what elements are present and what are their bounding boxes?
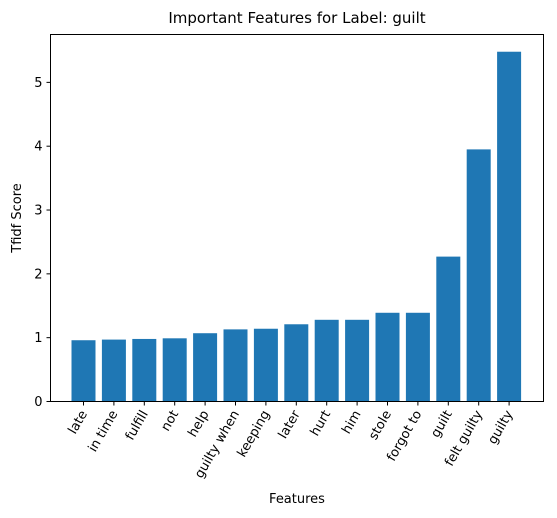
y-tick-label: 0 [34,395,42,410]
x-tick-label: later [276,407,304,441]
bar-in-time [101,339,126,402]
y-axis-label: Tfidf Score [10,183,25,254]
x-tick-label: late [66,408,91,437]
bar-hurt [314,319,339,402]
plot-frame [50,34,544,402]
bar-not [162,338,187,402]
x-tick-label: not [159,408,183,434]
x-tick-label: help [186,408,213,440]
chart-title: Important Features for Label: guilt [168,9,425,27]
bar-fulfill [132,338,157,402]
x-tick-label: stole [366,408,395,443]
bar-guilty [497,51,522,402]
x-tick-label: guilt [428,408,455,440]
y-tick-label: 2 [34,267,42,282]
bar-felt-guilty [466,149,491,402]
x-tick-label: fulfill [123,408,152,443]
bar-later [284,324,309,402]
bar-guilty-when [223,329,248,402]
x-tick-label: hurt [308,408,334,439]
bars-group [71,51,522,402]
x-axis-label: Features [269,492,325,507]
bar-stole [375,312,400,402]
x-tick-label: in time [86,408,122,455]
y-tick-label: 4 [34,140,42,155]
bar-forgot-to [405,312,430,402]
y-axis-ticks: 0 1 2 3 4 5 [34,76,51,410]
bar-help [193,333,218,402]
bar-guilt [436,256,461,402]
y-tick-label: 5 [34,76,42,91]
y-tick-label: 1 [34,331,42,346]
bar-him [345,319,370,402]
x-tick-label: guilty [485,408,516,447]
bar-keeping [253,328,278,402]
bar-late [71,340,96,402]
y-tick-label: 3 [34,204,42,219]
x-tick-label: him [339,408,364,437]
